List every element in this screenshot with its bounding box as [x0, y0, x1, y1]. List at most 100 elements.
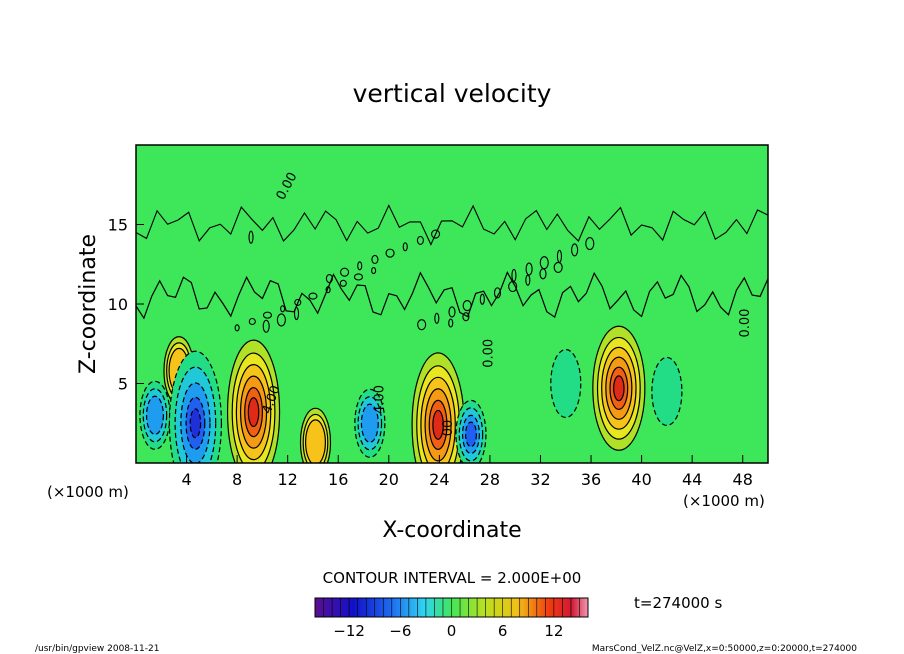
contour-ring [247, 397, 260, 428]
contour-line [136, 204, 768, 246]
contour-ring [464, 421, 477, 448]
contour-ring [432, 409, 444, 440]
colorbar-tick-label: −6 [389, 622, 411, 640]
contour-label: 0.00 [481, 339, 496, 368]
contour-loop [462, 312, 470, 322]
contour-loop [371, 267, 377, 275]
contour-loop [234, 324, 240, 332]
colorbar-ticks: −12 −6 0 6 12 [333, 622, 563, 640]
contour-loop [353, 273, 364, 281]
contour-line [136, 271, 768, 320]
x-axis: 4 8 12 16 20 24 28 32 36 40 44 48 [181, 455, 753, 489]
contour-label: 0.00 [738, 309, 753, 338]
updraft-1 [411, 352, 465, 463]
contour-loop [385, 248, 395, 258]
x-tick-label: 8 [232, 470, 242, 489]
contour-loop [293, 306, 300, 321]
velocity-field [139, 325, 683, 463]
downdraft-8 [455, 399, 487, 463]
contour-ring [145, 395, 164, 435]
contour-label: 00 [441, 420, 456, 437]
x-tick-label: 16 [328, 470, 348, 489]
contour-loop [525, 274, 531, 286]
colorbar-tick-label: −12 [333, 622, 365, 640]
contour-loop [431, 229, 441, 239]
contour-loop [248, 317, 256, 326]
plot-area [136, 145, 768, 463]
updraft-2 [592, 325, 646, 451]
downdraft-10 [651, 356, 683, 427]
contour-loop [553, 261, 563, 273]
updraft-0 [226, 339, 281, 463]
colorbar-tick-label: 0 [447, 622, 457, 640]
contour-loop [262, 319, 270, 333]
chart-title: vertical velocity [353, 79, 552, 108]
contour-loop [508, 280, 518, 293]
y-tick-label: 10 [108, 295, 128, 314]
contour-loop [448, 318, 454, 328]
colorbar: −12 −6 0 6 12 [314, 597, 589, 640]
x-tick-label: 40 [631, 470, 651, 489]
contour-label: 4.00 [373, 385, 388, 414]
contour-interval: CONTOUR INTERVAL = 2.000E+00 [323, 569, 582, 587]
contour-loop [539, 268, 547, 280]
contour-loop [325, 286, 331, 294]
contour-loop [462, 300, 472, 312]
contour-ring [613, 375, 625, 402]
x-tick-label: 48 [733, 470, 753, 489]
contour-loop [308, 292, 318, 300]
contour-loop [571, 243, 579, 257]
footer-right: MarsCond_VelZ.nc@VelZ,x=0:50000,z=0:2000… [592, 644, 857, 654]
y-tick-label: 15 [108, 216, 128, 235]
downdraft-9 [550, 348, 582, 419]
contour-loop [325, 274, 333, 284]
x-tick-label: 12 [278, 470, 298, 489]
contour-loop [294, 298, 302, 306]
x-unit-left: (×1000 m) [47, 483, 129, 501]
colorbar-frame [314, 597, 589, 618]
contour-ring [651, 356, 683, 427]
downdraft-6 [168, 350, 223, 463]
x-tick-label: 32 [530, 470, 550, 489]
contour-loop [248, 230, 254, 244]
contour-loop [416, 235, 424, 245]
contour-ring [189, 408, 202, 439]
contour-loop [262, 311, 273, 319]
x-tick-label: 4 [181, 470, 191, 489]
downdraft-7 [354, 388, 386, 458]
contour-ring [550, 348, 582, 419]
contour-loop [479, 293, 485, 305]
contour-loop [434, 312, 440, 324]
updraft-4 [299, 407, 332, 463]
footer-left: /usr/bin/gpview 2008-11-21 [35, 644, 159, 654]
contour-loop [585, 237, 595, 251]
contour-loop [448, 306, 456, 318]
contour-loop [493, 287, 502, 299]
colorbar-tick-label: 12 [544, 622, 563, 640]
y-axis: 5 10 15 [108, 216, 144, 394]
x-tick-label: 24 [429, 470, 449, 489]
colorbar-tick-label: 6 [498, 622, 508, 640]
contour-loop [371, 254, 379, 265]
x-tick-label: 28 [480, 470, 500, 489]
downdraft-5 [139, 380, 171, 450]
time-label: t=274000 s [634, 594, 722, 612]
contour-loop [340, 267, 350, 277]
x-tick-label: 36 [581, 470, 601, 489]
contour-loop [357, 261, 363, 271]
x-tick-label: 20 [379, 470, 399, 489]
y-tick-label: 5 [118, 375, 128, 394]
contour-loop [280, 305, 286, 313]
contour-loop [339, 279, 347, 287]
x-tick-label: 44 [682, 470, 702, 489]
contour-loop [276, 313, 286, 327]
y-axis-label: Z-coordinate [76, 234, 101, 374]
contour-loop [525, 262, 533, 276]
x-axis-label: X-coordinate [382, 518, 521, 543]
contour-loop [417, 319, 427, 331]
contour-lines-upper [136, 204, 768, 333]
contour-loop [402, 242, 408, 252]
x-unit-right: (×1000 m) [683, 492, 765, 510]
contour-ring [360, 403, 379, 443]
